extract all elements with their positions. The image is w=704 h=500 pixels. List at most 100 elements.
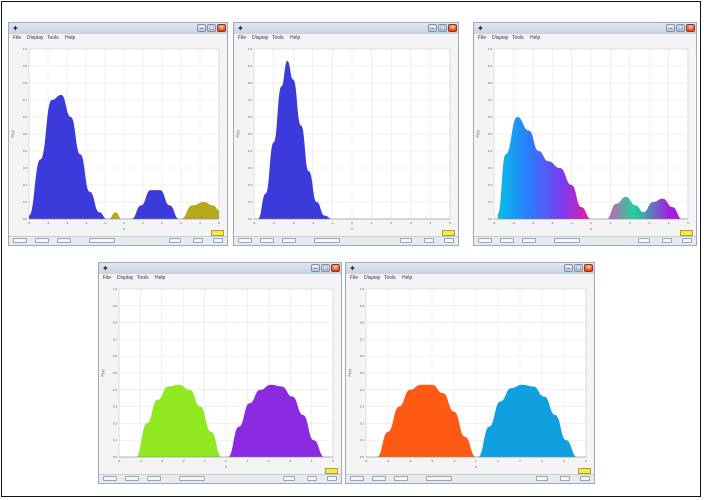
- y-tick-label: 0.6: [360, 354, 365, 358]
- y-tick-label: 0.6: [23, 115, 28, 119]
- y-tick-label: 0.1: [248, 200, 253, 204]
- menu-item-display[interactable]: Display: [364, 275, 381, 281]
- settings-button[interactable]: [682, 238, 692, 243]
- prev-button[interactable]: [283, 476, 295, 481]
- prev-button[interactable]: [536, 476, 548, 481]
- y-tick-label: 0.1: [23, 200, 28, 204]
- pan-button[interactable]: [147, 476, 161, 481]
- mode-dropdown[interactable]: [426, 476, 452, 481]
- maximize-button[interactable]: □: [574, 264, 583, 272]
- menu-item-help[interactable]: Help: [290, 35, 301, 41]
- next-button[interactable]: [307, 476, 317, 481]
- minimize-button[interactable]: –: [197, 24, 206, 32]
- title-bar[interactable]: ✦ – □ ×: [474, 23, 696, 34]
- menu-item-file[interactable]: File: [103, 275, 112, 281]
- zoom-in-button[interactable]: [103, 476, 117, 481]
- series-area: [377, 384, 476, 457]
- minimize-button[interactable]: –: [564, 264, 573, 272]
- menu-item-file[interactable]: File: [238, 35, 247, 41]
- menu-bar: File Display Tools Help: [346, 274, 594, 283]
- menu-item-tools[interactable]: Tools: [272, 35, 284, 41]
- settings-button[interactable]: [444, 238, 454, 243]
- zoom-out-button[interactable]: [260, 238, 274, 243]
- coordinate-readout: [680, 230, 693, 236]
- close-button[interactable]: ×: [686, 24, 695, 32]
- zoom-in-button[interactable]: [238, 238, 252, 243]
- title-bar[interactable]: ✦ – □ ×: [346, 263, 594, 274]
- y-tick-label: 0.7: [248, 98, 253, 102]
- menu-item-tools[interactable]: Tools: [384, 275, 396, 281]
- y-tick-label: 0.7: [488, 98, 493, 102]
- y-tick-label: 0.8: [360, 321, 365, 325]
- series-area: [478, 384, 578, 457]
- menu-item-file[interactable]: File: [350, 275, 359, 281]
- menu-item-tools[interactable]: Tools: [47, 35, 59, 41]
- y-tick-label: 0.8: [488, 81, 493, 85]
- menu-item-display[interactable]: Display: [492, 35, 509, 41]
- y-tick-label: 0.7: [360, 337, 365, 341]
- pan-button[interactable]: [394, 476, 408, 481]
- toolbar-strip: [474, 236, 696, 245]
- y-tick-label: 0.2: [248, 183, 253, 187]
- y-tick-label: 1.0: [360, 287, 365, 291]
- mode-dropdown[interactable]: [89, 238, 115, 243]
- maximize-button[interactable]: □: [321, 264, 330, 272]
- menu-item-file[interactable]: File: [478, 35, 487, 41]
- zoom-in-button[interactable]: [350, 476, 364, 481]
- minimize-button[interactable]: –: [311, 264, 320, 272]
- app-icon: ✦: [12, 24, 19, 33]
- zoom-out-button[interactable]: [500, 238, 514, 243]
- maximize-button[interactable]: □: [207, 24, 216, 32]
- x-tick-label: 4: [311, 459, 313, 463]
- title-bar[interactable]: ✦ – □ ×: [234, 23, 458, 34]
- settings-button[interactable]: [213, 238, 223, 243]
- next-button[interactable]: [560, 476, 570, 481]
- settings-button[interactable]: [327, 476, 337, 481]
- pan-button[interactable]: [282, 238, 296, 243]
- menu-item-help[interactable]: Help: [402, 275, 413, 281]
- minimize-button[interactable]: –: [666, 24, 675, 32]
- title-bar[interactable]: ✦ – □ ×: [9, 23, 227, 34]
- mode-dropdown[interactable]: [179, 476, 205, 481]
- menu-item-display[interactable]: Display: [117, 275, 134, 281]
- y-tick-label: 0.5: [248, 132, 253, 136]
- menu-item-help[interactable]: Help: [155, 275, 166, 281]
- x-tick-label: 5: [687, 221, 689, 225]
- y-tick-label: 0.3: [488, 166, 493, 170]
- prev-button[interactable]: [638, 238, 650, 243]
- mode-dropdown[interactable]: [314, 238, 340, 243]
- zoom-out-button[interactable]: [372, 476, 386, 481]
- prev-button[interactable]: [400, 238, 412, 243]
- x-tick-label: 0: [475, 459, 477, 463]
- zoom-out-button[interactable]: [35, 238, 49, 243]
- mode-dropdown[interactable]: [554, 238, 580, 243]
- pan-button[interactable]: [57, 238, 71, 243]
- menu-item-file[interactable]: File: [13, 35, 22, 41]
- zoom-in-button[interactable]: [478, 238, 492, 243]
- close-button[interactable]: ×: [331, 264, 340, 272]
- menu-item-help[interactable]: Help: [530, 35, 541, 41]
- y-tick-label: 0.5: [23, 132, 28, 136]
- zoom-in-button[interactable]: [13, 238, 27, 243]
- menu-item-tools[interactable]: Tools: [512, 35, 524, 41]
- next-button[interactable]: [662, 238, 672, 243]
- menu-item-help[interactable]: Help: [65, 35, 76, 41]
- settings-button[interactable]: [580, 476, 590, 481]
- close-button[interactable]: ×: [584, 264, 593, 272]
- prev-button[interactable]: [169, 238, 181, 243]
- x-tick-label: -2: [431, 459, 434, 463]
- y-axis-label: P(x): [475, 130, 480, 138]
- close-button[interactable]: ×: [448, 24, 457, 32]
- zoom-out-button[interactable]: [125, 476, 139, 481]
- close-button[interactable]: ×: [217, 24, 226, 32]
- maximize-button[interactable]: □: [438, 24, 447, 32]
- menu-item-tools[interactable]: Tools: [137, 275, 149, 281]
- maximize-button[interactable]: □: [676, 24, 685, 32]
- minimize-button[interactable]: –: [428, 24, 437, 32]
- menu-item-display[interactable]: Display: [27, 35, 44, 41]
- menu-item-display[interactable]: Display: [252, 35, 269, 41]
- next-button[interactable]: [424, 238, 434, 243]
- pan-button[interactable]: [522, 238, 536, 243]
- title-bar[interactable]: ✦ – □ ×: [99, 263, 341, 274]
- next-button[interactable]: [193, 238, 203, 243]
